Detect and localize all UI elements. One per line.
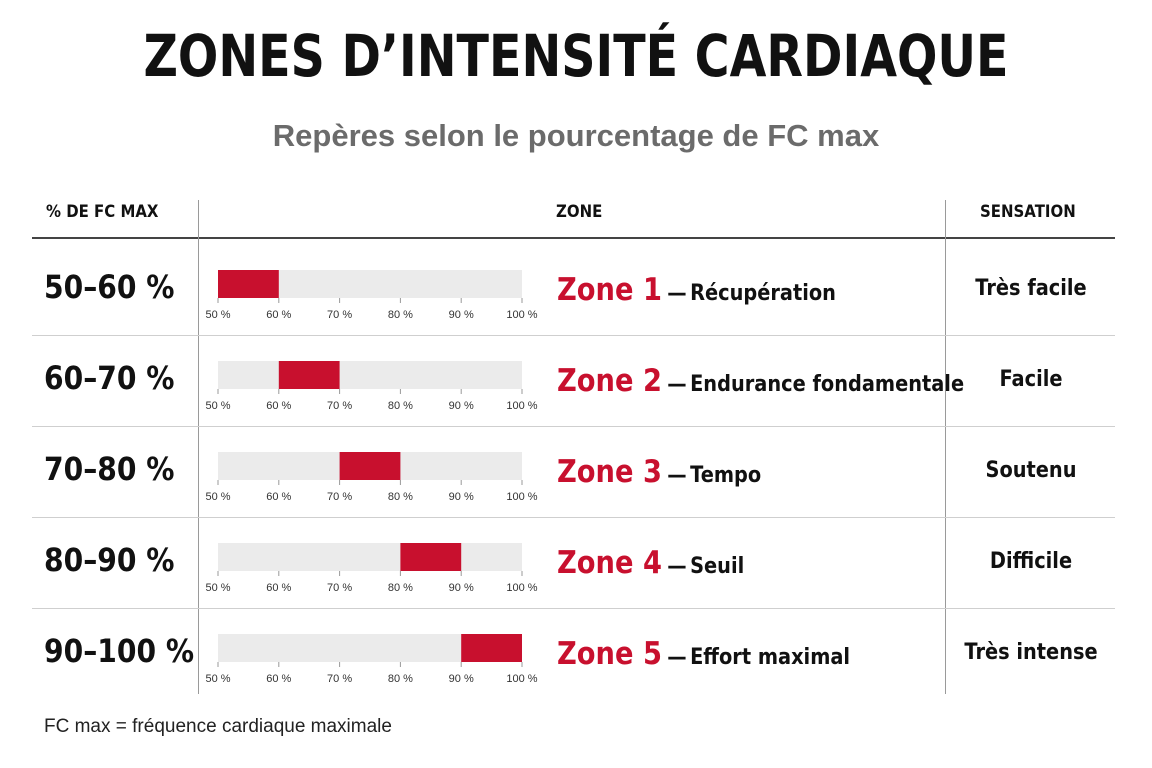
zone-range-bar: [278, 361, 340, 389]
zone-separator: —: [667, 645, 687, 670]
axis-tick-label: 60 %: [266, 582, 291, 594]
sensation-label: Très facile: [975, 276, 1087, 301]
axis-tick-label: 90 %: [449, 491, 474, 503]
bar-track: [218, 543, 522, 571]
zone-name: Zone 1: [557, 272, 662, 308]
bar-track: [218, 361, 522, 389]
chart-subtitle: Repères selon le pourcentage de FC max: [272, 118, 880, 153]
zone-description: Endurance fondamentale: [690, 372, 965, 397]
zone-range-bar: [461, 634, 522, 662]
sensation-label: Soutenu: [985, 458, 1077, 483]
zone-name: Zone 2: [557, 363, 662, 399]
zone-range-bar: [339, 452, 401, 480]
axis-tick-label: 80 %: [388, 400, 413, 412]
axis-tick-label: 50 %: [205, 582, 230, 594]
axis-tick-label: 80 %: [388, 309, 413, 321]
range-label: 80–90 %: [44, 541, 175, 579]
header-zone: ZONE: [556, 202, 603, 222]
table-row: 50–60 % 50 % 60 % 70 % 80 % 90 % 100 % Zone 1— R…: [0, 246, 1152, 338]
axis-tick-label: 70 %: [327, 673, 352, 685]
header-pct: % DE FC MAX: [46, 202, 159, 222]
zone-label: Zone 2— Endurance fondamentale: [557, 363, 964, 399]
zone-bar-chart: 50 % 60 % 70 % 80 % 90 % 100 %: [205, 634, 538, 685]
axis-tick-label: 70 %: [327, 400, 352, 412]
footnote: FC max = fréquence cardiaque maximale: [44, 716, 392, 737]
table-row: 90–100 % 50 % 60 % 70 % 80 % 90 % 100 % Zone 5—…: [0, 610, 1152, 702]
axis-tick-label: 50 %: [205, 673, 230, 685]
range-label: 90–100 %: [44, 632, 195, 670]
range-label: 60–70 %: [44, 359, 175, 397]
table-row: 60–70 % 50 % 60 % 70 % 80 % 90 % 100 % Zone 2— E…: [0, 337, 1152, 429]
zone-label: Zone 5— Effort maximal: [557, 636, 850, 672]
axis-tick-label: 70 %: [327, 582, 352, 594]
axis-tick-label: 60 %: [266, 491, 291, 503]
row-divider: [32, 426, 1115, 427]
zone-description: Seuil: [690, 554, 745, 579]
zone-range-bar: [218, 270, 279, 298]
axis-tick-label: 90 %: [449, 309, 474, 321]
axis-tick-label: 100 %: [506, 491, 537, 503]
axis-tick-label: 100 %: [506, 309, 537, 321]
axis-tick-label: 100 %: [506, 673, 537, 685]
column-divider-left: [198, 200, 199, 694]
axis-tick-label: 60 %: [266, 400, 291, 412]
axis-tick-label: 60 %: [266, 673, 291, 685]
row-divider: [32, 608, 1115, 609]
zone-bar-chart: 50 % 60 % 70 % 80 % 90 % 100 %: [205, 452, 538, 503]
sensation-label: Facile: [999, 367, 1063, 392]
axis-tick-label: 100 %: [506, 400, 537, 412]
sensation-label: Très intense: [964, 640, 1098, 665]
zone-description: Effort maximal: [690, 645, 851, 670]
zone-separator: —: [667, 554, 687, 579]
axis-tick-label: 80 %: [388, 491, 413, 503]
zone-label: Zone 1— Récupération: [557, 272, 836, 308]
table-row: 70–80 % 50 % 60 % 70 % 80 % 90 % 100 % Zone 3— T…: [0, 428, 1152, 520]
axis-tick-label: 50 %: [205, 400, 230, 412]
axis-tick-label: 70 %: [327, 309, 352, 321]
range-label: 50–60 %: [44, 268, 175, 306]
table-row: 80–90 % 50 % 60 % 70 % 80 % 90 % 100 % Zone 4— S…: [0, 519, 1152, 611]
zone-name: Zone 3: [557, 454, 662, 490]
axis-tick-label: 100 %: [506, 582, 537, 594]
zone-bar-chart: 50 % 60 % 70 % 80 % 90 % 100 %: [205, 270, 538, 321]
axis-tick-label: 90 %: [449, 673, 474, 685]
zone-range-bar: [400, 543, 462, 571]
axis-tick-label: 90 %: [449, 582, 474, 594]
axis-tick-label: 80 %: [388, 673, 413, 685]
zone-bar-chart: 50 % 60 % 70 % 80 % 90 % 100 %: [205, 361, 538, 412]
zone-name: Zone 4: [557, 545, 662, 581]
row-divider: [32, 517, 1115, 518]
zone-separator: —: [667, 281, 687, 306]
chart-title: ZONES D’INTENSITÉ CARDIAQUE: [143, 22, 1009, 90]
zone-bar-chart: 50 % 60 % 70 % 80 % 90 % 100 %: [205, 543, 538, 594]
zone-description: Tempo: [690, 463, 762, 488]
sensation-label: Difficile: [989, 549, 1073, 574]
zone-label: Zone 3— Tempo: [557, 454, 761, 490]
axis-tick-label: 60 %: [266, 309, 291, 321]
axis-tick-label: 80 %: [388, 582, 413, 594]
row-divider: [32, 335, 1115, 336]
header-divider: [32, 237, 1115, 239]
zone-label: Zone 4— Seuil: [557, 545, 744, 581]
axis-tick-label: 70 %: [327, 491, 352, 503]
zone-separator: —: [667, 463, 687, 488]
axis-tick-label: 50 %: [205, 309, 230, 321]
zone-name: Zone 5: [557, 636, 662, 672]
range-label: 70–80 %: [44, 450, 175, 488]
zone-description: Récupération: [690, 281, 836, 306]
header-sensation: SENSATION: [980, 202, 1076, 222]
column-divider-right: [945, 200, 946, 694]
axis-tick-label: 50 %: [205, 491, 230, 503]
zone-separator: —: [667, 372, 687, 397]
axis-tick-label: 90 %: [449, 400, 474, 412]
